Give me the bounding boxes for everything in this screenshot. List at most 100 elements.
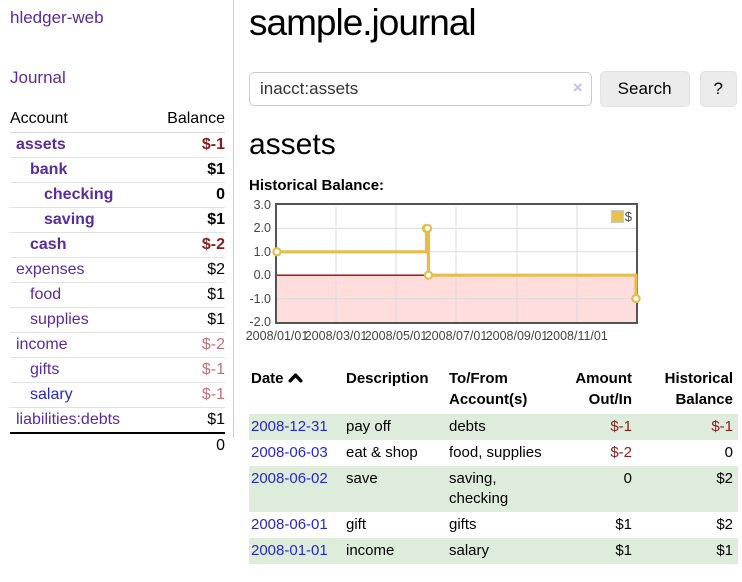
transaction-description: eat & shop xyxy=(346,444,418,461)
transaction-balance: 0 xyxy=(724,444,733,461)
chart-legend: $ xyxy=(609,208,633,225)
search-input[interactable] xyxy=(249,72,592,106)
account-balance: $1 xyxy=(150,407,225,433)
transaction-amount: $1 xyxy=(615,542,632,559)
main-content: sample.journal × Search ? assets Histori… xyxy=(234,0,742,564)
transaction-balance: $2 xyxy=(716,516,733,533)
account-row: checking 0 xyxy=(10,182,225,208)
account-balance: $-2 xyxy=(150,332,225,358)
account-balance: $-2 xyxy=(150,232,225,258)
account-balance: $-1 xyxy=(201,136,225,153)
transaction-balance: $2 xyxy=(716,470,733,487)
account-link[interactable]: income xyxy=(16,336,68,353)
account-balance: $1 xyxy=(150,157,225,183)
account-row: liabilities:debts $1 xyxy=(10,407,225,433)
register-row: 2008-06-01 gift gifts $1 $2 xyxy=(249,512,738,538)
y-axis-tick-label: -1.0 xyxy=(249,291,271,306)
register-header-amount: Amount Out/In xyxy=(575,370,632,408)
chart-title: Historical Balance: xyxy=(249,177,385,194)
account-balance: $1 xyxy=(150,307,225,333)
account-heading: assets xyxy=(249,128,336,161)
account-balance: $1 xyxy=(150,207,225,233)
x-axis-tick-label: 2008/09/01 xyxy=(485,329,549,343)
transaction-accounts: food, supplies xyxy=(449,444,542,461)
sidebar-item-journal[interactable]: Journal xyxy=(10,68,66,87)
transaction-date-link[interactable]: 2008-12-31 xyxy=(251,418,328,435)
sidebar: hledger-web Journal Account Balance asse… xyxy=(0,0,233,582)
account-link[interactable]: bank xyxy=(30,161,68,178)
account-link[interactable]: expenses xyxy=(16,261,85,278)
transaction-accounts: debts xyxy=(449,418,486,435)
transaction-description: gift xyxy=(346,516,367,533)
brand-link[interactable]: hledger-web xyxy=(10,8,104,27)
help-button[interactable]: ? xyxy=(699,71,737,107)
transaction-date-link[interactable]: 2008-01-01 xyxy=(251,542,328,559)
account-balance: $1 xyxy=(150,282,225,308)
page-title: sample.journal xyxy=(249,2,477,43)
y-axis-tick-label: 1.0 xyxy=(253,244,271,259)
accounts-header-balance: Balance xyxy=(150,107,225,133)
transaction-amount: $-1 xyxy=(610,418,632,435)
register-row: 2008-06-03 eat & shop food, supplies $-2 0 xyxy=(249,440,738,466)
account-link[interactable]: assets xyxy=(16,136,66,153)
transaction-date-link[interactable]: 2008-06-03 xyxy=(251,444,328,461)
register-header-balance: Historical Balance xyxy=(664,370,733,408)
account-balance: $-1 xyxy=(150,357,225,383)
account-row: gifts $-1 xyxy=(10,357,225,383)
historical-balance-chart: $ 3.0 2.0 1.0 0.0 -1.0 -2.0 2008/01/01 2008/03/… xyxy=(245,198,737,345)
clear-search-icon[interactable]: × xyxy=(572,78,583,97)
account-link[interactable]: salary xyxy=(30,386,73,403)
transaction-accounts: saving, checking xyxy=(449,470,509,507)
account-link[interactable]: saving xyxy=(44,211,95,228)
search-row: × Search ? xyxy=(249,71,737,107)
transaction-date-link[interactable]: 2008-06-01 xyxy=(251,516,328,533)
transaction-description: save xyxy=(346,470,378,487)
transaction-accounts: salary xyxy=(449,542,490,559)
y-axis-tick-label: 0.0 xyxy=(253,268,271,283)
account-row: salary $-1 xyxy=(10,382,225,408)
register-row: 2008-01-01 income salary $1 $1 xyxy=(249,538,738,564)
register-header-date[interactable]: Date xyxy=(249,366,344,414)
register-table: Date Description To/From Account(s) Amou… xyxy=(249,366,738,564)
sidebar-divider xyxy=(233,0,234,438)
transaction-amount: $1 xyxy=(615,516,632,533)
account-row: saving $1 xyxy=(10,207,225,233)
account-balance: $2 xyxy=(150,257,225,283)
accounts-header-account: Account xyxy=(10,107,151,133)
account-link[interactable]: supplies xyxy=(30,311,89,328)
account-row: cash $-2 xyxy=(10,232,225,258)
account-row: income $-2 xyxy=(10,332,225,358)
y-axis-tick-label: 2.0 xyxy=(253,221,271,236)
y-axis-tick-label: 3.0 xyxy=(253,198,271,212)
accounts-total-row: 0 xyxy=(10,432,225,458)
account-row: bank $1 xyxy=(10,157,225,183)
legend-label: $ xyxy=(624,209,632,224)
account-link[interactable]: checking xyxy=(44,186,114,203)
x-axis-tick-label: 2008/11/01 xyxy=(546,329,608,343)
chart-canvas xyxy=(272,205,641,322)
transaction-amount: 0 xyxy=(623,470,632,487)
search-button[interactable]: Search xyxy=(599,71,690,107)
chart-plot-area: $ xyxy=(272,203,641,324)
account-link[interactable]: liabilities:debts xyxy=(16,411,121,428)
account-link[interactable]: food xyxy=(30,286,62,303)
account-balance: 0 xyxy=(150,182,225,208)
register-header-accounts: To/From Account(s) xyxy=(449,370,528,408)
account-link[interactable]: gifts xyxy=(30,361,60,378)
accounts-table: Account Balance assets $-1 bank $1 checking 0… xyxy=(10,107,225,458)
account-row: food $1 xyxy=(10,282,225,308)
transaction-balance: $1 xyxy=(716,542,733,559)
transaction-balance: $-1 xyxy=(711,418,733,435)
register-header-description: Description xyxy=(346,370,429,387)
search-box: × xyxy=(249,72,592,106)
x-axis-tick-label: 2008/01/01 xyxy=(245,329,309,343)
sort-asc-icon xyxy=(288,368,303,389)
account-row: assets $-1 xyxy=(10,133,225,158)
account-link[interactable]: cash xyxy=(30,236,67,253)
transaction-date-link[interactable]: 2008-06-02 xyxy=(251,470,328,487)
legend-swatch-icon xyxy=(610,210,624,223)
y-axis-tick-label: -2.0 xyxy=(249,315,271,329)
transaction-description: pay off xyxy=(346,418,391,435)
register-row: 2008-06-02 save saving, checking 0 $2 xyxy=(249,466,738,512)
account-row: expenses $2 xyxy=(10,257,225,283)
